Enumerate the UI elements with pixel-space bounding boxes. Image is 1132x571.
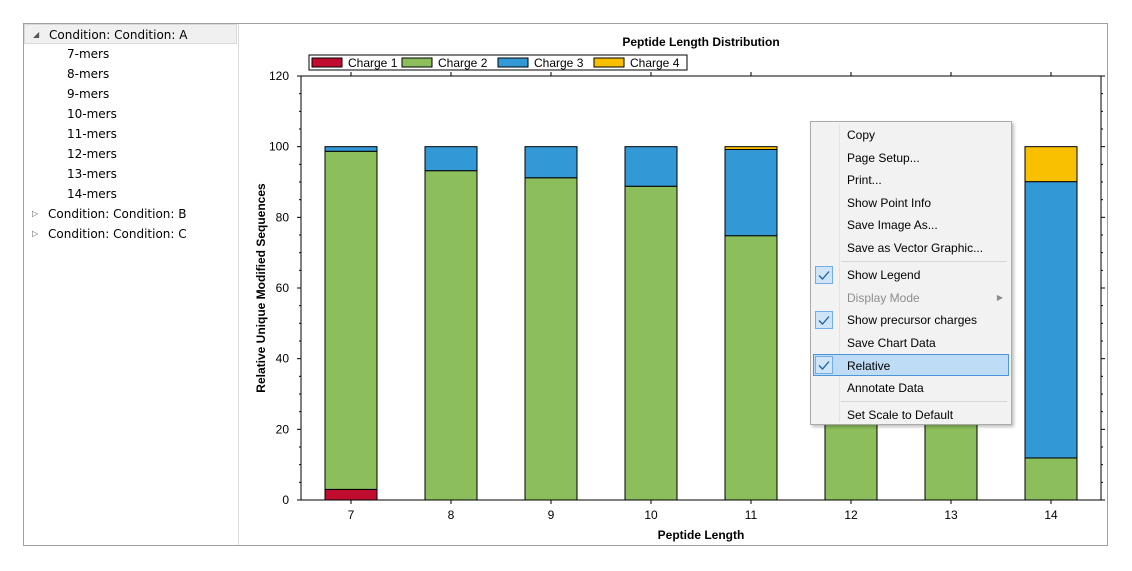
- tree-item-label: 10-mers: [67, 107, 117, 121]
- tree-item-label: 8-mers: [67, 67, 110, 81]
- x-tick-label: 13: [944, 508, 958, 522]
- tree-item-label: 11-mers: [67, 127, 117, 141]
- menu-item-page-setup[interactable]: Page Setup...: [813, 147, 1009, 169]
- tree-node-condition[interactable]: ▷ Condition: Condition: B: [24, 204, 237, 224]
- menu-item-save-as-vector-graphic[interactable]: Save as Vector Graphic...: [813, 237, 1009, 259]
- x-tick-label: 9: [548, 508, 555, 522]
- menu-item-save-image-as[interactable]: Save Image As...: [813, 214, 1009, 236]
- chart-title: Peptide Length Distribution: [622, 35, 779, 49]
- tree-item-label: 9-mers: [67, 87, 110, 101]
- bar-segment-charge-2[interactable]: [1024, 457, 1078, 501]
- bar-segment-charge-3[interactable]: [524, 146, 578, 179]
- y-tick-label: 20: [276, 422, 290, 436]
- bar-segment-charge-3[interactable]: [324, 146, 378, 152]
- bar-segment-charge-3[interactable]: [724, 148, 778, 237]
- bar-segment-charge-2[interactable]: [524, 177, 578, 501]
- y-tick-label: 60: [276, 281, 290, 295]
- menu-item-relative[interactable]: Relative: [813, 354, 1009, 376]
- menu-separator: [841, 261, 1007, 262]
- tree-item-label: 13-mers: [67, 167, 117, 181]
- collapsed-triangle-icon[interactable]: ▷: [32, 209, 39, 218]
- legend-swatch: [311, 57, 343, 68]
- y-tick-label: 120: [269, 69, 289, 83]
- chart-context-menu[interactable]: Copy Page Setup... Print... Show Point Info…: [810, 121, 1012, 425]
- bar-segment-charge-2[interactable]: [324, 150, 378, 490]
- x-tick-label: 14: [1044, 508, 1058, 522]
- menu-icon-gutter: [839, 124, 840, 422]
- tree-node-condition[interactable]: ◢ Condition: Condition: A: [24, 24, 237, 44]
- menu-item-show-precursor-charges[interactable]: Show precursor charges: [813, 309, 1009, 331]
- x-axis-label: Peptide Length: [658, 528, 745, 542]
- bar-segment-charge-4[interactable]: [1024, 146, 1078, 183]
- chart-canvas[interactable]: Peptide Length Distribution 0 20 40 60 80 100 1…: [239, 24, 1107, 545]
- tree-node-label: Condition: Condition: C: [48, 227, 187, 241]
- y-tick-label: 80: [276, 210, 290, 224]
- expanded-triangle-icon[interactable]: ◢: [33, 30, 40, 39]
- legend-label: Charge 1: [348, 56, 398, 70]
- menu-item-copy[interactable]: Copy: [813, 124, 1009, 146]
- menu-item-label: Save Chart Data: [847, 335, 936, 350]
- tree-item-label: 7-mers: [67, 47, 110, 61]
- legend-label: Charge 3: [534, 56, 584, 70]
- menu-item-print[interactable]: Print...: [813, 169, 1009, 191]
- menu-item-label: Display Mode: [847, 290, 920, 305]
- bar-segment-charge-3[interactable]: [1024, 181, 1078, 459]
- x-tick-label: 11: [745, 508, 758, 522]
- legend-swatch: [593, 57, 625, 68]
- legend-swatch: [497, 57, 529, 68]
- x-tick-label: 8: [448, 508, 455, 522]
- menu-item-label: Print...: [847, 173, 882, 187]
- chart-legend[interactable]: Charge 1 Charge 2 Charge 3 Charge 4: [308, 54, 688, 71]
- menu-item-display-mode: Display Mode ▶: [813, 287, 1009, 309]
- tree-item-label: 14-mers: [67, 187, 117, 201]
- y-tick-label: 40: [276, 352, 290, 366]
- menu-item-save-chart-data[interactable]: Save Chart Data: [813, 332, 1009, 354]
- x-tick-label: 12: [844, 508, 858, 522]
- menu-separator: [841, 401, 1007, 402]
- menu-item-label: Set Scale to Default: [847, 408, 954, 422]
- menu-item-label: Save Image As...: [847, 218, 938, 232]
- bar-segment-charge-2[interactable]: [724, 235, 778, 501]
- menu-item-annotate-data[interactable]: Annotate Data: [813, 377, 1009, 399]
- menu-item-label: Relative: [847, 359, 891, 373]
- submenu-arrow-icon: ▶: [996, 292, 1003, 302]
- checkmark-icon: [815, 311, 833, 329]
- tree-node-label: Condition: Condition: A: [49, 28, 188, 42]
- tree-node-condition[interactable]: ▷ Condition: Condition: C: [24, 224, 237, 244]
- tree-item-label: 12-mers: [67, 147, 117, 161]
- menu-item-label: Annotate Data: [847, 380, 924, 395]
- menu-item-show-legend[interactable]: Show Legend: [813, 264, 1009, 286]
- menu-item-set-scale-to-default[interactable]: Set Scale to Default: [813, 404, 1009, 426]
- menu-item-label: Save as Vector Graphic...: [847, 240, 984, 255]
- y-tick-label: 0: [282, 493, 289, 507]
- legend-swatch: [401, 57, 433, 68]
- bar-segment-charge-1[interactable]: [324, 488, 378, 501]
- menu-item-label: Copy: [847, 128, 876, 142]
- legend-label: Charge 4: [630, 56, 680, 70]
- legend-label: Charge 2: [438, 56, 488, 70]
- peptide-length-chart[interactable]: Peptide Length Distribution 0 20 40 60 80 100 1…: [239, 24, 1107, 545]
- menu-item-show-point-info[interactable]: Show Point Info: [813, 192, 1009, 214]
- checkmark-icon: [815, 356, 833, 374]
- y-axis-label: Relative Unique Modified Sequences: [254, 183, 268, 393]
- x-tick-label: 10: [644, 508, 658, 522]
- checkmark-icon: [815, 266, 833, 284]
- bar-segment-charge-4[interactable]: [724, 146, 778, 150]
- y-tick-label: 100: [269, 140, 289, 154]
- condition-tree[interactable]: ◢ Condition: Condition: A 7-mers 8-mers 9-me…: [24, 24, 239, 545]
- bar-segment-charge-2[interactable]: [624, 185, 678, 501]
- menu-item-label: Show Legend: [847, 268, 921, 282]
- bar-segment-charge-3[interactable]: [424, 146, 478, 172]
- menu-item-label: Show precursor charges: [847, 313, 978, 327]
- tree-node-label: Condition: Condition: B: [48, 207, 187, 221]
- menu-item-label: Page Setup...: [847, 150, 920, 165]
- x-tick-label: 7: [348, 508, 355, 522]
- collapsed-triangle-icon[interactable]: ▷: [32, 229, 39, 238]
- menu-item-label: Show Point Info: [847, 195, 932, 210]
- bar-segment-charge-3[interactable]: [624, 146, 678, 187]
- bar-segment-charge-2[interactable]: [424, 170, 478, 501]
